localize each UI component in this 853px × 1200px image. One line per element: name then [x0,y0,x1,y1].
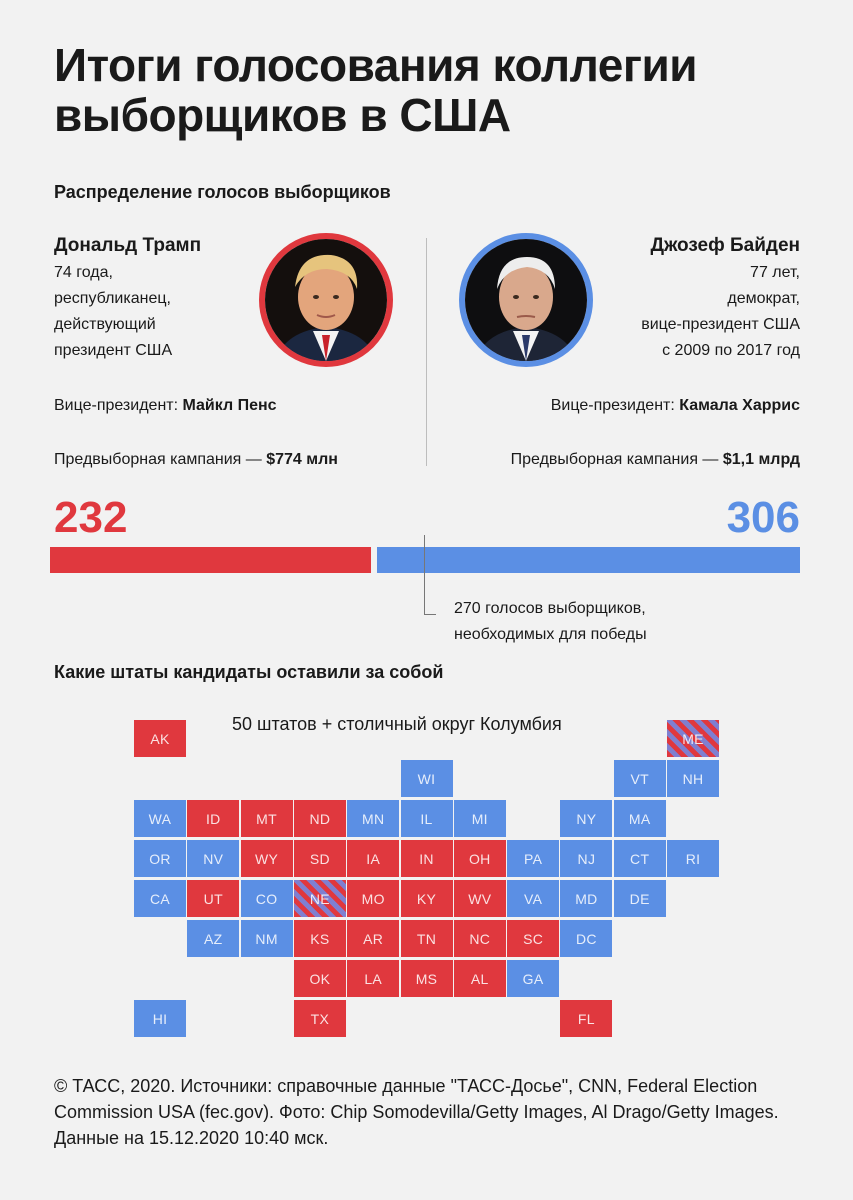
state-tile-mi: MI [453,800,506,837]
state-tile-al: AL [453,960,506,997]
state-tile-ok: OK [293,960,346,997]
state-tile-wi: WI [400,760,453,797]
state-tile-wa: WA [134,800,186,837]
section-title-votes: Распределение голосов выборщиков [54,182,391,202]
state-tile-la: LA [347,960,400,997]
state-tile-ct: CT [613,840,666,877]
state-tile-hi: HI [134,1000,186,1037]
page-title: Итоги голосования коллегии выборщиков в … [54,39,698,141]
candidate-trump-info: Дональд Трамп 74 года, республиканец, де… [54,232,274,364]
state-tile-fl: FL [560,1000,613,1037]
threshold-tick [423,614,436,615]
candidate-biden-name: Джозеф Байден [650,235,800,256]
state-tile-ky: KY [400,880,453,917]
state-tile-id: ID [187,800,240,837]
state-tile-nv: NV [187,840,240,877]
state-tile-vt: VT [613,760,666,797]
candidate-trump-bio-line: действующий [54,316,156,333]
state-tile-ks: KS [293,920,346,957]
candidate-trump-name: Дональд Трамп [54,235,202,256]
state-tile-az: AZ [187,920,240,957]
candidate-trump-bio-line: 74 года, [54,264,113,281]
candidate-biden-bio-line: 77 лет, [750,264,800,281]
state-tile-wv: WV [453,880,506,917]
biden-vice-president: Вице-президент: Камала Харрис [551,397,800,415]
state-tile-mo: MO [347,880,400,917]
campaign-label: Предвыборная кампания — [510,451,719,468]
biden-photo [459,233,593,367]
state-tile-tn: TN [400,920,453,957]
state-tile-ut: UT [187,880,240,917]
candidate-biden-bio-line: с 2009 по 2017 год [662,342,800,359]
vp-name: Майкл Пенс [182,397,277,414]
campaign-value: $774 млн [266,451,338,468]
candidates-divider [426,238,427,466]
state-tile-wy: WY [240,840,293,877]
biden-campaign: Предвыборная кампания — $1,1 млрд [511,451,800,469]
state-tile-nm: NM [240,920,293,957]
vp-label: Вице-президент: [54,397,179,414]
threshold-annotation: 270 голосов выборщиков, необходимых для … [454,596,647,648]
candidate-biden-bio-line: вице-президент США [641,316,800,333]
map-caption: 50 штатов + столичный округ Колумбия [232,714,562,734]
state-tile-or: OR [134,840,186,877]
state-tile-ms: MS [400,960,453,997]
state-tile-ar: AR [347,920,400,957]
portrait-icon [465,239,587,361]
threshold-line [423,535,425,615]
state-tile-md: MD [560,880,613,917]
biden-votes-bar [376,547,800,573]
section-title-states: Какие штаты кандидаты оставили за собой [54,662,444,682]
footer-credits: © ТАСС, 2020. Источники: справочные данн… [54,1076,779,1148]
state-tile-me: ME [667,720,719,757]
state-tile-sc: SC [507,920,560,957]
state-tile-va: VA [507,880,560,917]
trump-campaign: Предвыборная кампания — $774 млн [54,451,338,469]
candidate-biden-bio-line: демократ, [727,290,800,307]
state-tile-ny: NY [560,800,613,837]
vp-name: Камала Харрис [679,397,800,414]
candidate-trump-bio-line: президент США [54,342,173,359]
state-tile-pa: PA [507,840,560,877]
state-tile-mt: MT [240,800,293,837]
state-tile-ca: CA [134,880,186,917]
state-tile-mn: MN [347,800,400,837]
campaign-label: Предвыборная кампания — [54,451,262,468]
state-tile-ri: RI [667,840,719,877]
trump-vice-president: Вице-президент: Майкл Пенс [54,397,277,415]
state-tile-sd: SD [293,840,346,877]
state-tile-ne: NE [293,880,346,917]
threshold-text-line: 270 голосов выборщиков, [454,600,646,617]
trump-photo [259,233,393,367]
candidate-trump-bio-line: республиканец, [54,290,171,307]
state-tile-nc: NC [453,920,506,957]
trump-votes-bar [50,547,371,573]
campaign-value: $1,1 млрд [722,451,800,468]
state-tile-nh: NH [667,760,719,797]
vp-label: Вице-президент: [550,397,675,414]
state-tile-il: IL [400,800,453,837]
state-tile-nj: NJ [560,840,613,877]
trump-votes-label: 232 [54,493,128,542]
state-tile-co: CO [240,880,293,917]
candidate-biden-info: Джозеф Байден 77 лет, демократ, вице-пре… [540,232,800,364]
threshold-text-line: необходимых для победы [454,626,647,643]
state-tile-ma: MA [613,800,666,837]
state-tile-dc: DC [560,920,613,957]
state-tile-nd: ND [293,800,346,837]
state-tile-tx: TX [293,1000,346,1037]
state-tile-ga: GA [507,960,560,997]
portrait-icon [265,239,387,361]
state-tile-oh: OH [453,840,506,877]
state-tile-in: IN [400,840,453,877]
state-tile-de: DE [613,880,666,917]
state-tile-ak: AK [134,720,186,757]
biden-votes-label: 306 [726,493,800,542]
state-tile-ia: IA [347,840,400,877]
